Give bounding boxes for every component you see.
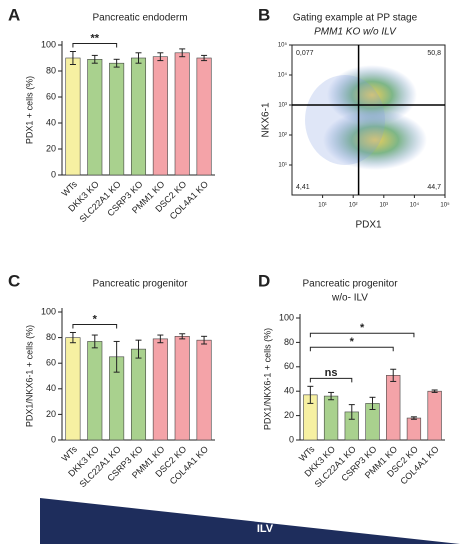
ilv-label: ILV — [257, 523, 274, 535]
bar — [196, 339, 212, 441]
bar — [152, 56, 168, 176]
significance-label: ** — [91, 32, 100, 44]
x-tick-label: 10¹ — [318, 203, 327, 209]
panel-letter: A — [8, 5, 20, 24]
y-tick-label: 100 — [41, 39, 56, 49]
y-tick-label: 0 — [51, 434, 56, 444]
y-tick-label: 20 — [284, 410, 294, 420]
y-tick-label: 40 — [284, 386, 294, 396]
bar — [427, 390, 442, 441]
quadrant-label: 50,8 — [427, 50, 441, 57]
bar — [65, 57, 81, 176]
x-tick-label: 10³ — [379, 203, 388, 209]
y-tick-label: 40 — [46, 117, 56, 127]
bar — [65, 337, 81, 441]
significance-label: * — [93, 313, 98, 325]
panel-letter: C — [8, 271, 20, 290]
significance-bracket — [309, 346, 394, 352]
bar — [196, 57, 212, 176]
significance-bracket — [309, 332, 415, 338]
bar — [130, 348, 147, 441]
y-tick-label: 100 — [41, 306, 56, 316]
y-tick-label: 10¹ — [278, 163, 287, 169]
y-tick-label: 10⁴ — [278, 72, 288, 79]
significance-label: * — [350, 336, 355, 348]
panel-letter: D — [258, 271, 270, 290]
y-axis-label: PDX1/NKX6-1 + cells (%) — [24, 325, 34, 427]
y-tick-label: 80 — [46, 332, 56, 342]
significance-bracket — [72, 43, 118, 48]
x-axis-label: PDX1 — [355, 220, 382, 231]
y-tick-label: 60 — [46, 358, 56, 368]
bar — [406, 417, 422, 441]
y-tick-label: 60 — [46, 91, 56, 101]
chart-title: Pancreatic progenitor — [302, 279, 398, 290]
y-tick-label: 60 — [284, 361, 294, 371]
quadrant-label: 0,077 — [296, 50, 314, 57]
chart-subtitle: PMM1 KO w/o ILV — [314, 27, 397, 38]
y-tick-label: 40 — [46, 383, 56, 393]
y-tick-label: 10³ — [278, 103, 287, 109]
y-tick-label: 20 — [46, 409, 56, 419]
chart-subtitle: w/o- ILV — [331, 293, 368, 304]
flow-density — [305, 65, 427, 170]
y-tick-label: 80 — [46, 65, 56, 75]
x-tick-label: 10⁴ — [410, 202, 420, 209]
y-tick-label: 20 — [46, 143, 56, 153]
significance-bracket — [309, 377, 353, 383]
y-tick-label: 0 — [51, 169, 56, 179]
bar — [174, 336, 190, 441]
x-tick-label: 10² — [349, 203, 358, 209]
chart-title: Gating example at PP stage — [293, 13, 418, 24]
chart-title: Pancreatic progenitor — [92, 279, 188, 290]
y-axis-label: PDX1 + cells (%) — [24, 76, 34, 144]
bar — [386, 375, 401, 441]
bar — [109, 62, 125, 176]
y-tick-label: 0 — [289, 434, 294, 444]
quadrant-label: 4,41 — [296, 184, 310, 191]
chart-title: Pancreatic endoderm — [92, 13, 187, 24]
bar — [174, 52, 190, 176]
y-tick-label: 80 — [284, 337, 294, 347]
plot-frame — [291, 44, 446, 196]
bar — [152, 338, 168, 441]
bar — [87, 58, 103, 176]
bar — [323, 395, 339, 441]
bar — [130, 57, 147, 176]
significance-bracket — [72, 323, 118, 329]
y-axis-label: PDX1/NKX6-1 + cells (%) — [262, 328, 272, 430]
y-tick-label: 10⁵ — [278, 42, 288, 49]
y-tick-label: 10² — [278, 133, 287, 139]
y-tick-label: 100 — [279, 312, 294, 322]
y-axis-label: NKX6-1 — [261, 102, 272, 137]
significance-label: ns — [325, 367, 338, 379]
quadrant-label: 44,7 — [427, 184, 441, 191]
significance-label: * — [360, 322, 365, 334]
x-tick-label: 10⁵ — [440, 202, 450, 209]
panel-letter: B — [258, 5, 270, 24]
bar — [87, 341, 103, 441]
ilv-wedge — [40, 498, 460, 544]
